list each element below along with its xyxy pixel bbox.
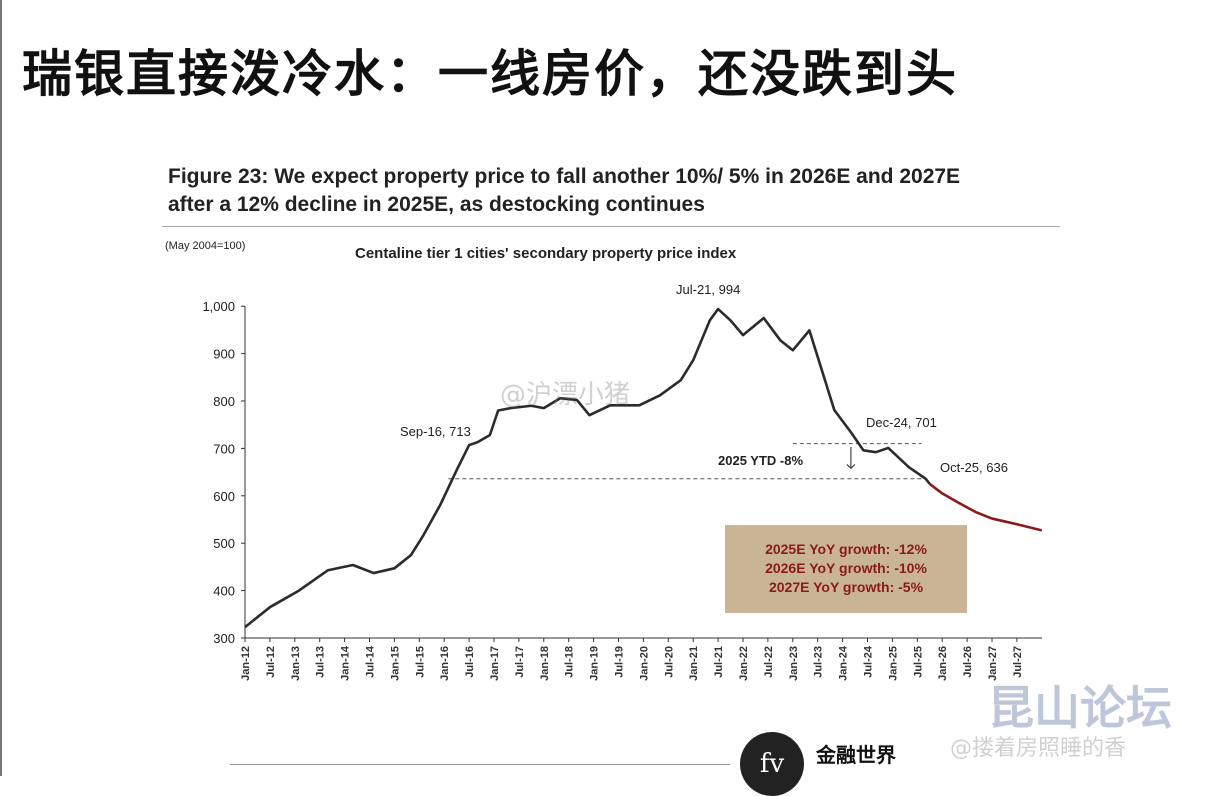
base-note: (May 2004=100): [165, 240, 246, 252]
x-tick-label: Jan-17: [489, 646, 501, 681]
footer-name: 金融世界: [816, 742, 896, 767]
x-tick-label: Jul-18: [564, 646, 576, 678]
annotation-oct25: Oct-25, 636: [940, 460, 1008, 475]
forecast-box-line: 2027E YoY growth: -5%: [769, 579, 924, 595]
figure-title-line2: after a 12% decline in 2025E, as destock…: [168, 193, 705, 216]
forum-logo: 昆山论坛: [988, 681, 1172, 735]
y-tick-label: 400: [213, 584, 235, 599]
series-line-actual: [244, 307, 931, 629]
x-tick-label: Jan-22: [738, 646, 750, 681]
annotation-dec24: Dec-24, 701: [866, 415, 937, 430]
fv-logo-icon: fv: [740, 732, 804, 796]
x-tick-label: Jan-14: [340, 645, 352, 681]
y-tick-label: 600: [213, 489, 235, 504]
y-tick-label: 300: [213, 631, 235, 646]
x-tick-label: Jan-15: [389, 646, 401, 681]
x-tick-label: Jul-27: [1012, 646, 1024, 678]
x-tick-label: Jan-18: [539, 646, 551, 681]
headline: 瑞银直接泼冷水：一线房价，还没跌到头: [22, 45, 958, 103]
x-tick-label: Jul-19: [614, 646, 626, 678]
chart-title: Centaline tier 1 cities' secondary prope…: [355, 245, 737, 262]
x-tick-label: Jul-15: [414, 646, 426, 678]
x-tick-label: Jul-23: [813, 646, 825, 678]
x-tick-label: Jul-24: [863, 645, 875, 678]
x-tick-label: Jan-20: [638, 646, 650, 681]
x-tick-label: Jan-25: [887, 646, 899, 681]
x-tick-label: Jul-14: [365, 645, 377, 678]
footer-divider: [230, 764, 730, 765]
x-tick-label: Jul-17: [514, 646, 526, 678]
x-tick-label: Jan-26: [937, 646, 949, 681]
x-tick-label: Jan-23: [788, 646, 800, 681]
x-tick-label: Jan-12: [240, 646, 252, 681]
x-tick-label: Jul-13: [315, 646, 327, 678]
weibo-watermark: @沪漂小猪: [500, 380, 631, 410]
x-tick-label: Jul-12: [265, 646, 277, 678]
x-tick-label: Jan-19: [589, 646, 601, 681]
x-tick-label: Jan-21: [688, 646, 700, 681]
x-tick-label: Jan-16: [439, 646, 451, 681]
x-tick-label: Jul-26: [962, 646, 974, 678]
x-tick-label: Jul-22: [763, 646, 775, 678]
figure-title-line1: Figure 23: We expect property price to f…: [168, 165, 961, 188]
page-frame: [0, 0, 2, 776]
y-tick-label: 900: [213, 347, 235, 362]
forecast-box-line: 2026E YoY growth: -10%: [765, 560, 927, 576]
x-tick-label: Jul-25: [912, 646, 924, 678]
figure-title: Figure 23: We expect property price to f…: [168, 163, 960, 219]
y-tick-label: 1,000: [202, 299, 235, 314]
x-tick-label: Jan-27: [987, 646, 999, 681]
annotation-jul21: Jul-21, 994: [676, 282, 740, 297]
y-tick-label: 700: [213, 441, 235, 456]
x-tick-label: Jan-24: [838, 645, 850, 681]
forecast-box-line: 2025E YoY growth: -12%: [765, 541, 927, 557]
x-tick-label: Jul-21: [713, 646, 725, 678]
annotation-ytd: 2025 YTD -8%: [718, 453, 803, 468]
x-tick-label: Jul-16: [464, 646, 476, 678]
divider: [162, 226, 1060, 227]
ytd-arrow-head-icon: [846, 464, 856, 469]
logo-sub-watermark: @搂着房照睡的香: [950, 736, 1127, 761]
footer: fv 金融世界: [740, 732, 896, 796]
y-tick-label: 800: [213, 394, 235, 409]
annotation-sep16: Sep-16, 713: [400, 424, 471, 439]
y-tick-label: 500: [213, 536, 235, 551]
forecast-box: [725, 525, 967, 613]
line-chart: 300 400 500 600 700 800 900 1,000 Jan-12 Jul-12 Ja…: [202, 282, 1043, 681]
x-tick-label: Jan-13: [290, 646, 302, 681]
x-tick-label: Jul-20: [663, 646, 675, 678]
series-line-forecast: [928, 482, 1043, 532]
